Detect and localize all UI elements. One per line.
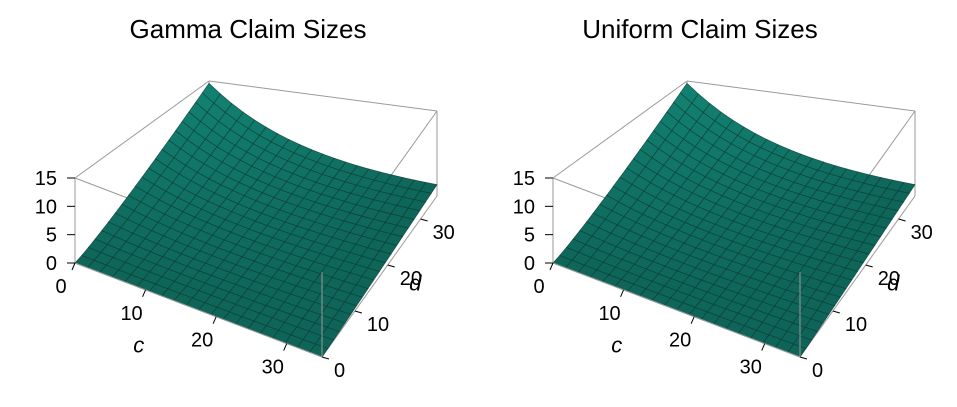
c-tick-label: 10: [598, 303, 620, 325]
c-tick-label: 20: [669, 330, 691, 352]
d-tick-label: 0: [334, 360, 345, 382]
uniform-title: Uniform Claim Sizes: [582, 14, 818, 44]
d-tick-label: 30: [911, 222, 933, 244]
gamma-surface-plot: 0 5 10 15 0 10 20 30 c 0 10 20 30 d: [35, 80, 455, 382]
d-tick-label: 20: [878, 268, 900, 290]
gamma-panel: Gamma Claim Sizes 0 5 10 15 0 10 20 30 c 0 10 20 30 d: [0, 0, 478, 407]
d-tick-label: 30: [433, 222, 455, 244]
d-tick-label: 10: [367, 314, 389, 336]
c-tick-label: 0: [533, 276, 544, 298]
c-axis: 0 10 20 30 c: [533, 262, 766, 379]
z-tick-label: 10: [35, 196, 57, 218]
z-tick-label: 0: [524, 253, 535, 275]
z-tick-label: 15: [35, 168, 57, 190]
z-tick-label: 10: [513, 196, 535, 218]
d-axis: 0 10 20 30 d: [321, 218, 455, 382]
c-axis-label: c: [611, 332, 622, 357]
z-axis: 0 5 10 15: [35, 168, 75, 275]
z-tick-label: 15: [513, 168, 535, 190]
uniform-panel: Uniform Claim Sizes 0 5 10 15 0 10 20 30 c 0 10 20 3…: [478, 0, 956, 407]
front-box-edges: [552, 262, 801, 358]
d-axis-label: d: [409, 270, 422, 295]
d-axis-label: d: [887, 270, 900, 295]
z-tick-label: 0: [46, 253, 57, 275]
c-tick-label: 20: [191, 330, 213, 352]
c-tick-label: 30: [262, 357, 284, 379]
z-tick-label: 5: [46, 225, 57, 247]
d-axis: 0 10 20 30 d: [799, 218, 933, 382]
gamma-title: Gamma Claim Sizes: [129, 14, 367, 44]
z-tick-label: 5: [524, 225, 535, 247]
d-tick-label: 0: [812, 360, 823, 382]
c-axis: 0 10 20 30 c: [55, 262, 288, 379]
surface-mesh: [552, 82, 916, 358]
d-tick-label: 20: [400, 268, 422, 290]
uniform-surface-plot: 0 5 10 15 0 10 20 30 c 0 10 20 30 d: [513, 80, 933, 382]
c-axis-label: c: [133, 332, 144, 357]
c-tick-label: 30: [740, 357, 762, 379]
c-tick-label: 10: [120, 303, 142, 325]
c-tick-label: 0: [55, 276, 66, 298]
z-axis: 0 5 10 15: [513, 168, 553, 275]
d-tick-label: 10: [845, 314, 867, 336]
surface-mesh: [74, 82, 438, 358]
front-box-edges: [74, 262, 323, 358]
